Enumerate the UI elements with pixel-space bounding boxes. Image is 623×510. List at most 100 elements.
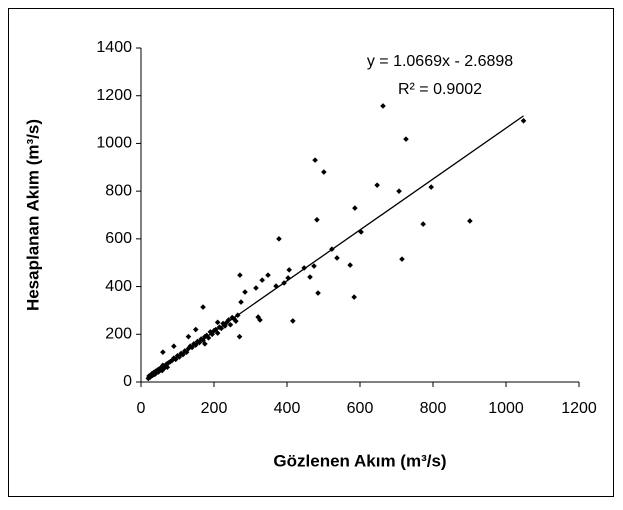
- point: [273, 283, 279, 289]
- trend-equation: y = 1.0669x - 2.6898: [367, 53, 513, 70]
- point: [192, 326, 199, 333]
- point: [218, 325, 225, 332]
- point: [180, 351, 186, 358]
- point: [172, 356, 179, 363]
- point: [237, 272, 243, 278]
- point: [347, 262, 353, 268]
- x-tick-label: 1200: [561, 400, 597, 417]
- y-tick-label: 800: [105, 182, 132, 199]
- point: [213, 326, 219, 333]
- point: [352, 205, 358, 211]
- x-tick-label: 200: [201, 400, 228, 417]
- point: [167, 358, 173, 365]
- y-tick-label: 200: [105, 326, 132, 343]
- point: [286, 267, 292, 273]
- point: [238, 299, 244, 305]
- point: [374, 182, 380, 188]
- point: [214, 319, 221, 326]
- point: [265, 272, 271, 278]
- point: [211, 327, 217, 334]
- point: [187, 343, 194, 350]
- point: [231, 315, 237, 322]
- point: [334, 255, 340, 261]
- y-tick-label: 1000: [96, 135, 132, 152]
- point: [149, 372, 156, 379]
- point: [223, 319, 230, 326]
- point: [160, 349, 166, 355]
- point: [233, 318, 239, 324]
- point: [396, 188, 402, 194]
- point: [154, 367, 161, 373]
- point: [196, 339, 203, 346]
- point: [171, 355, 177, 361]
- y-tick-label: 0: [123, 373, 132, 390]
- point: [205, 335, 212, 341]
- point: [147, 374, 153, 381]
- point: [171, 343, 177, 350]
- point: [351, 294, 357, 300]
- point: [520, 117, 527, 124]
- x-tick-label: 1000: [488, 400, 524, 417]
- point: [403, 136, 409, 142]
- point: [169, 357, 175, 364]
- point: [203, 332, 210, 339]
- point: [307, 274, 313, 280]
- point: [155, 369, 162, 375]
- point: [202, 341, 208, 347]
- y-tick-label: 600: [105, 230, 132, 247]
- point: [227, 321, 234, 328]
- x-tick-label: 0: [137, 400, 146, 417]
- point: [259, 277, 265, 283]
- point: [276, 236, 282, 242]
- point: [164, 364, 171, 371]
- point: [285, 275, 291, 281]
- point: [380, 103, 386, 109]
- point: [281, 280, 287, 286]
- point: [236, 333, 243, 340]
- point: [290, 318, 296, 324]
- y-tick-label: 1400: [96, 39, 132, 56]
- chart-border: [8, 8, 614, 497]
- point: [399, 256, 405, 262]
- point: [234, 312, 241, 318]
- point: [152, 371, 158, 378]
- x-tick-label: 600: [347, 400, 374, 417]
- point: [178, 350, 184, 357]
- point: [200, 337, 206, 344]
- point: [209, 331, 215, 338]
- point: [301, 265, 307, 271]
- point: [153, 370, 160, 376]
- y-tick-label: 1200: [96, 87, 132, 104]
- point: [314, 216, 320, 223]
- point: [185, 333, 192, 340]
- x-axis-title: Gözlenen Akım (m³/s): [273, 451, 446, 470]
- point: [242, 289, 248, 295]
- point: [176, 354, 183, 360]
- point: [158, 364, 164, 371]
- y-tick-label: 400: [105, 278, 132, 295]
- point: [329, 246, 335, 252]
- point: [311, 263, 317, 269]
- point: [163, 361, 170, 367]
- point: [321, 169, 327, 175]
- point: [150, 369, 157, 376]
- r-squared: R² = 0.9002: [398, 81, 482, 98]
- point: [160, 362, 166, 369]
- point: [194, 338, 201, 345]
- y-axis-title: Hesaplanan Akım (m³/s): [23, 119, 42, 311]
- point: [428, 184, 434, 190]
- point: [467, 218, 473, 224]
- x-tick-label: 800: [420, 400, 447, 417]
- point: [420, 221, 426, 227]
- point: [358, 229, 364, 235]
- point: [225, 317, 232, 323]
- point: [185, 345, 192, 352]
- point: [214, 330, 221, 336]
- point: [222, 323, 228, 329]
- point: [191, 341, 197, 347]
- point: [315, 290, 321, 296]
- point: [182, 348, 188, 354]
- point: [253, 285, 259, 291]
- point: [200, 304, 206, 310]
